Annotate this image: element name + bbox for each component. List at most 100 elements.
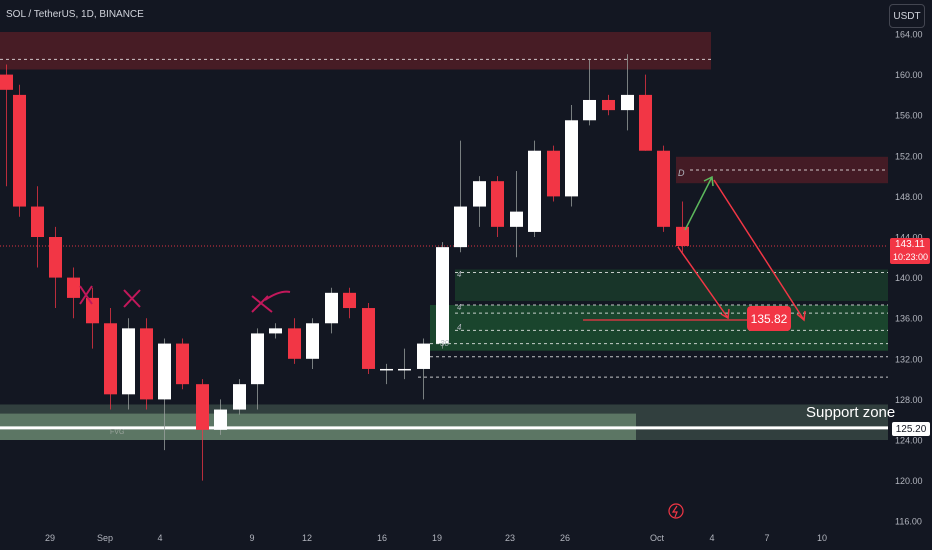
candle[interactable] [31, 186, 44, 268]
candle[interactable] [583, 59, 596, 126]
candle-body [528, 150, 541, 232]
price-tick-label: 160.00 [895, 70, 923, 80]
candle-body [31, 206, 44, 237]
candle[interactable] [158, 338, 171, 451]
candle[interactable] [269, 323, 282, 339]
candle[interactable] [362, 302, 375, 375]
candle[interactable] [436, 242, 449, 349]
candle[interactable] [233, 379, 246, 415]
candle-body [362, 308, 375, 369]
candle-body [325, 292, 338, 324]
candle-body [176, 343, 189, 385]
time-tick-label: 12 [302, 533, 312, 543]
currency-unit-button[interactable]: USDT [889, 4, 925, 28]
lightning-icon[interactable] [668, 503, 684, 519]
support-price-tag: 125.20 [892, 422, 930, 436]
cross-mark [79, 285, 93, 305]
fvg-label: FVG [110, 429, 124, 436]
green-arrow-head [703, 175, 714, 187]
price-tick-label: 136.00 [895, 314, 923, 324]
candle[interactable] [140, 318, 153, 410]
candle[interactable] [0, 64, 13, 187]
candle[interactable] [491, 176, 504, 237]
time-tick-label: 23 [505, 533, 515, 543]
current-price-tag: 143.11 10:23:00 [890, 238, 930, 264]
time-tick-label: Sep [97, 533, 113, 543]
candle-body [86, 297, 99, 324]
candle[interactable] [13, 84, 26, 217]
resistance-zone [0, 31, 711, 70]
price-tick-label: 144.00 [895, 233, 923, 243]
candle[interactable] [67, 267, 80, 319]
candle-body [343, 292, 356, 309]
price-tick-label: 116.00 [895, 517, 922, 527]
time-tick-label: 9 [249, 533, 254, 543]
candle[interactable] [565, 105, 578, 207]
time-tick-label: 4 [709, 533, 714, 543]
price-tick-label: 128.00 [895, 395, 923, 405]
levels-layer [0, 58, 888, 430]
candle-countdown: 10:23:00 [893, 252, 929, 262]
candle[interactable] [417, 338, 430, 400]
candle-body [380, 368, 393, 371]
candle[interactable] [657, 145, 670, 232]
price-tick-label: 164.00 [895, 30, 923, 40]
candle-body [398, 368, 411, 371]
price-tick-label: 152.00 [895, 151, 923, 161]
candle[interactable] [49, 226, 62, 309]
cross-mark [123, 289, 141, 308]
candle[interactable] [380, 363, 393, 385]
candle[interactable] [306, 318, 319, 369]
candle-body [565, 120, 578, 197]
candle-body [547, 150, 560, 197]
time-tick-label: 19 [432, 533, 442, 543]
candle[interactable] [454, 140, 467, 253]
candle[interactable] [398, 348, 411, 380]
candle-body [676, 226, 689, 247]
price-tick-label: 148.00 [895, 192, 923, 202]
candle[interactable] [325, 287, 338, 334]
price-tick-label: 156.00 [895, 111, 923, 121]
price-axis[interactable]: 164.00 160.00 156.00 152.00 148.00 144.00 140.… [895, 30, 923, 527]
candle[interactable] [676, 201, 689, 253]
candle[interactable] [104, 308, 117, 410]
time-tick-label: 26 [560, 533, 570, 543]
candle[interactable] [288, 318, 301, 364]
candle[interactable] [528, 140, 541, 237]
candle[interactable] [86, 287, 99, 349]
support-zone-label: Support zone [806, 404, 896, 421]
candle[interactable] [602, 94, 615, 116]
candle-body [140, 328, 153, 400]
candle-body [510, 211, 523, 227]
time-axis[interactable]: 29 Sep 4 9 12 16 19 23 26 Oct 4 7 10 [45, 533, 827, 543]
zone-label: 4 [457, 270, 462, 279]
candle[interactable] [621, 54, 634, 131]
cross-mark [251, 290, 291, 313]
candle[interactable] [639, 74, 652, 151]
lightning-icon [671, 505, 678, 518]
candle-body [104, 323, 117, 395]
candle-body [251, 333, 264, 385]
candle-body [196, 384, 209, 430]
candle-body [473, 181, 486, 207]
price-tick-label: 120.00 [895, 476, 923, 486]
candle[interactable] [510, 171, 523, 258]
candle-body [214, 409, 227, 430]
candle[interactable] [473, 176, 486, 227]
price-tick-label: 140.00 [895, 273, 923, 283]
candle-body [639, 94, 652, 151]
candles-layer[interactable] [0, 54, 689, 481]
candle-body [13, 94, 26, 207]
red-arrow-head [796, 310, 806, 322]
candle-body [417, 343, 430, 369]
price-tick-label: 132.00 [895, 354, 923, 364]
candle[interactable] [343, 287, 356, 319]
candle[interactable] [547, 145, 560, 202]
green-arrow [684, 176, 713, 231]
candle[interactable] [196, 379, 209, 481]
candle[interactable] [214, 399, 227, 435]
candle[interactable] [251, 328, 264, 410]
candle[interactable] [122, 318, 135, 410]
candle[interactable] [176, 338, 189, 390]
